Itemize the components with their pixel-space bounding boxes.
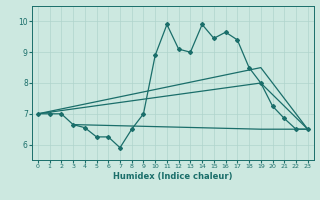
X-axis label: Humidex (Indice chaleur): Humidex (Indice chaleur) bbox=[113, 172, 233, 181]
